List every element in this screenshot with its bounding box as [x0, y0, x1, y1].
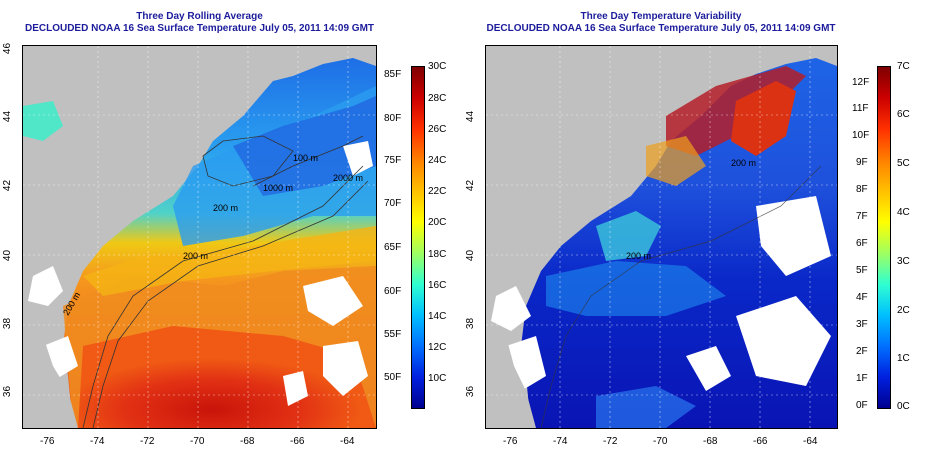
cb-c-label: 14C — [428, 311, 447, 322]
cb-c-label: 6C — [897, 109, 910, 120]
x-tick: -64 — [803, 436, 818, 447]
coastline-land — [486, 326, 536, 428]
x-tick: -70 — [190, 436, 205, 447]
x-tick: -76 — [40, 436, 55, 447]
y-tick: 38 — [2, 317, 14, 330]
cb-c-label: 22C — [428, 186, 447, 197]
cb-c-label: 2C — [897, 305, 910, 316]
cb-f-label: 80F — [384, 113, 402, 124]
y-tick: 42 — [2, 179, 14, 192]
cb-c-label: 18C — [428, 249, 447, 260]
left-title: Three Day Rolling Average — [136, 11, 263, 22]
cb-f-label: 7F — [856, 211, 868, 222]
cb-c-label: 12C — [428, 342, 447, 353]
y-tick: 40 — [465, 249, 477, 262]
cb-f-label: 12F — [852, 77, 870, 88]
cb-c-label: 26C — [428, 124, 447, 135]
x-tick: -66 — [753, 436, 768, 447]
x-tick: -68 — [703, 436, 718, 447]
cb-f-label: 50F — [384, 372, 402, 383]
cb-f-label: 9F — [856, 157, 868, 168]
cb-f-label: 55F — [384, 329, 402, 340]
cb-c-label: 0C — [897, 401, 910, 412]
contour-label: 200 m — [626, 251, 651, 261]
y-tick: 36 — [465, 385, 477, 398]
sst-average-map: 200 m 200 m 1000 m 2000 m 100 m 200 m — [22, 45, 377, 429]
sst-colorbar — [411, 66, 425, 409]
x-tick: -70 — [653, 436, 668, 447]
cb-f-label: 1F — [856, 373, 868, 384]
contour-label: 1000 m — [263, 183, 293, 193]
contour-label: 2000 m — [333, 173, 363, 183]
x-tick: -76 — [503, 436, 518, 447]
cb-f-label: 11F — [852, 103, 869, 114]
right-title: Three Day Temperature Variability — [580, 11, 742, 22]
sst-variability-map: 200 m 200 m — [485, 45, 838, 429]
y-tick: 38 — [465, 317, 477, 330]
cb-f-label: 10F — [852, 130, 870, 141]
cb-c-label: 7C — [897, 61, 910, 72]
cb-c-label: 10C — [428, 373, 447, 384]
cb-c-label: 16C — [428, 280, 447, 291]
cb-c-label: 20C — [428, 217, 447, 228]
cb-f-label: 85F — [384, 69, 402, 80]
x-tick: -74 — [90, 436, 105, 447]
y-tick: 42 — [465, 179, 477, 192]
left-subtitle: DECLOUDED NOAA 16 Sea Surface Temperatur… — [24, 23, 375, 34]
cb-c-label: 5C — [897, 158, 910, 169]
cb-f-label: 65F — [384, 242, 402, 253]
y-tick: 44 — [2, 110, 14, 123]
x-tick: -72 — [603, 436, 618, 447]
cb-f-label: 5F — [856, 265, 868, 276]
cb-c-label: 24C — [428, 155, 447, 166]
cb-c-label: 4C — [897, 207, 910, 218]
x-tick: -74 — [553, 436, 568, 447]
cb-f-label: 8F — [856, 184, 868, 195]
x-tick: -72 — [140, 436, 155, 447]
contour-label: 100 m — [293, 153, 318, 163]
cb-f-label: 3F — [856, 319, 868, 330]
right-subtitle: DECLOUDED NOAA 16 Sea Surface Temperatur… — [486, 23, 836, 34]
cb-f-label: 4F — [856, 292, 868, 303]
cb-c-label: 1C — [897, 353, 910, 364]
cb-c-label: 28C — [428, 93, 447, 104]
y-tick: 40 — [2, 249, 14, 262]
coastline-land — [23, 326, 78, 428]
contour-label: 200 m — [731, 158, 756, 168]
contour-label: 200 m — [213, 203, 238, 213]
x-tick: -68 — [240, 436, 255, 447]
cb-f-label: 70F — [384, 198, 402, 209]
cb-f-label: 6F — [856, 238, 868, 249]
cb-f-label: 0F — [856, 400, 868, 411]
contour-label: 200 m — [183, 251, 208, 261]
y-tick: 44 — [465, 110, 477, 123]
x-tick: -66 — [290, 436, 305, 447]
cb-c-label: 3C — [897, 256, 910, 267]
cb-c-label: 30C — [428, 61, 447, 72]
cb-f-label: 75F — [384, 155, 402, 166]
x-tick: -64 — [340, 436, 355, 447]
variability-colorbar — [877, 66, 891, 409]
y-tick: 46 — [2, 42, 14, 55]
cb-f-label: 60F — [384, 286, 402, 297]
y-tick: 36 — [2, 385, 14, 398]
cb-f-label: 2F — [856, 346, 868, 357]
